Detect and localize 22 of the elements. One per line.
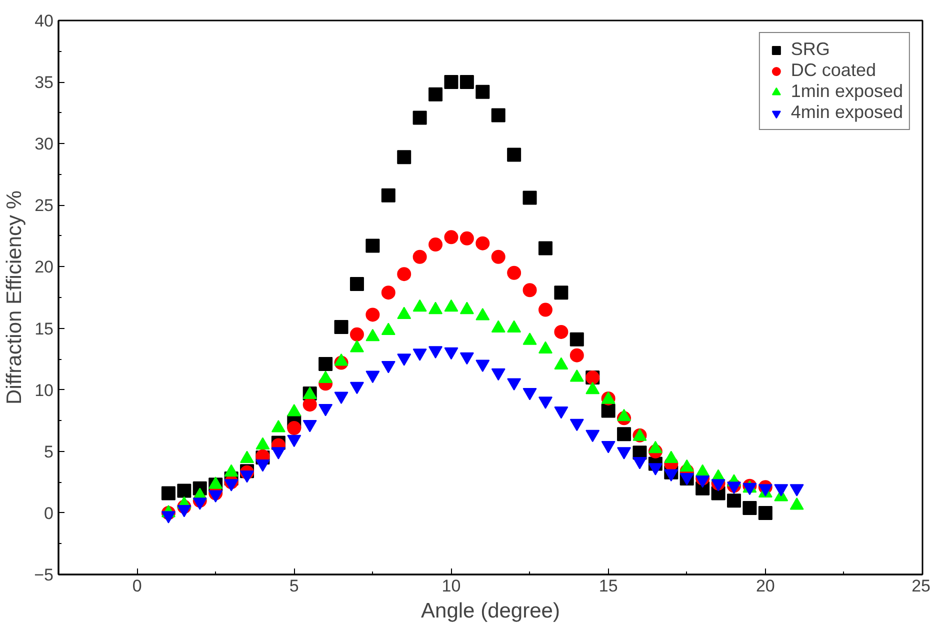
legend-label: 1min exposed — [790, 81, 903, 102]
legend-label: SRG — [790, 39, 830, 60]
y-tick-label: 5 — [44, 442, 54, 462]
y-tick-label: −5 — [34, 566, 54, 584]
y-tick-label: 35 — [34, 73, 54, 92]
y-tick-label: 15 — [34, 319, 54, 338]
x-axis-title: Angle (degree) — [421, 600, 560, 622]
y-tick-label: 40 — [34, 12, 54, 30]
x-tick-label: 10 — [442, 576, 461, 596]
x-tick-label: 5 — [289, 576, 299, 596]
x-tick-label: 15 — [598, 576, 618, 596]
y-tick-label: 10 — [34, 380, 54, 400]
y-tick-label: 20 — [34, 258, 54, 277]
y-tick-label: 0 — [44, 504, 54, 523]
x-tick-label: 0 — [132, 576, 142, 596]
x-tick-label: 25 — [912, 576, 931, 596]
x-tick-label: 20 — [756, 576, 775, 596]
y-tick-label: 30 — [34, 134, 54, 154]
legend-label: 4min exposed — [790, 102, 903, 123]
legend-label: DC coated — [790, 60, 876, 81]
y-axis-title: Diffraction Efficiency % — [3, 190, 26, 404]
y-tick-label: 25 — [34, 196, 54, 216]
